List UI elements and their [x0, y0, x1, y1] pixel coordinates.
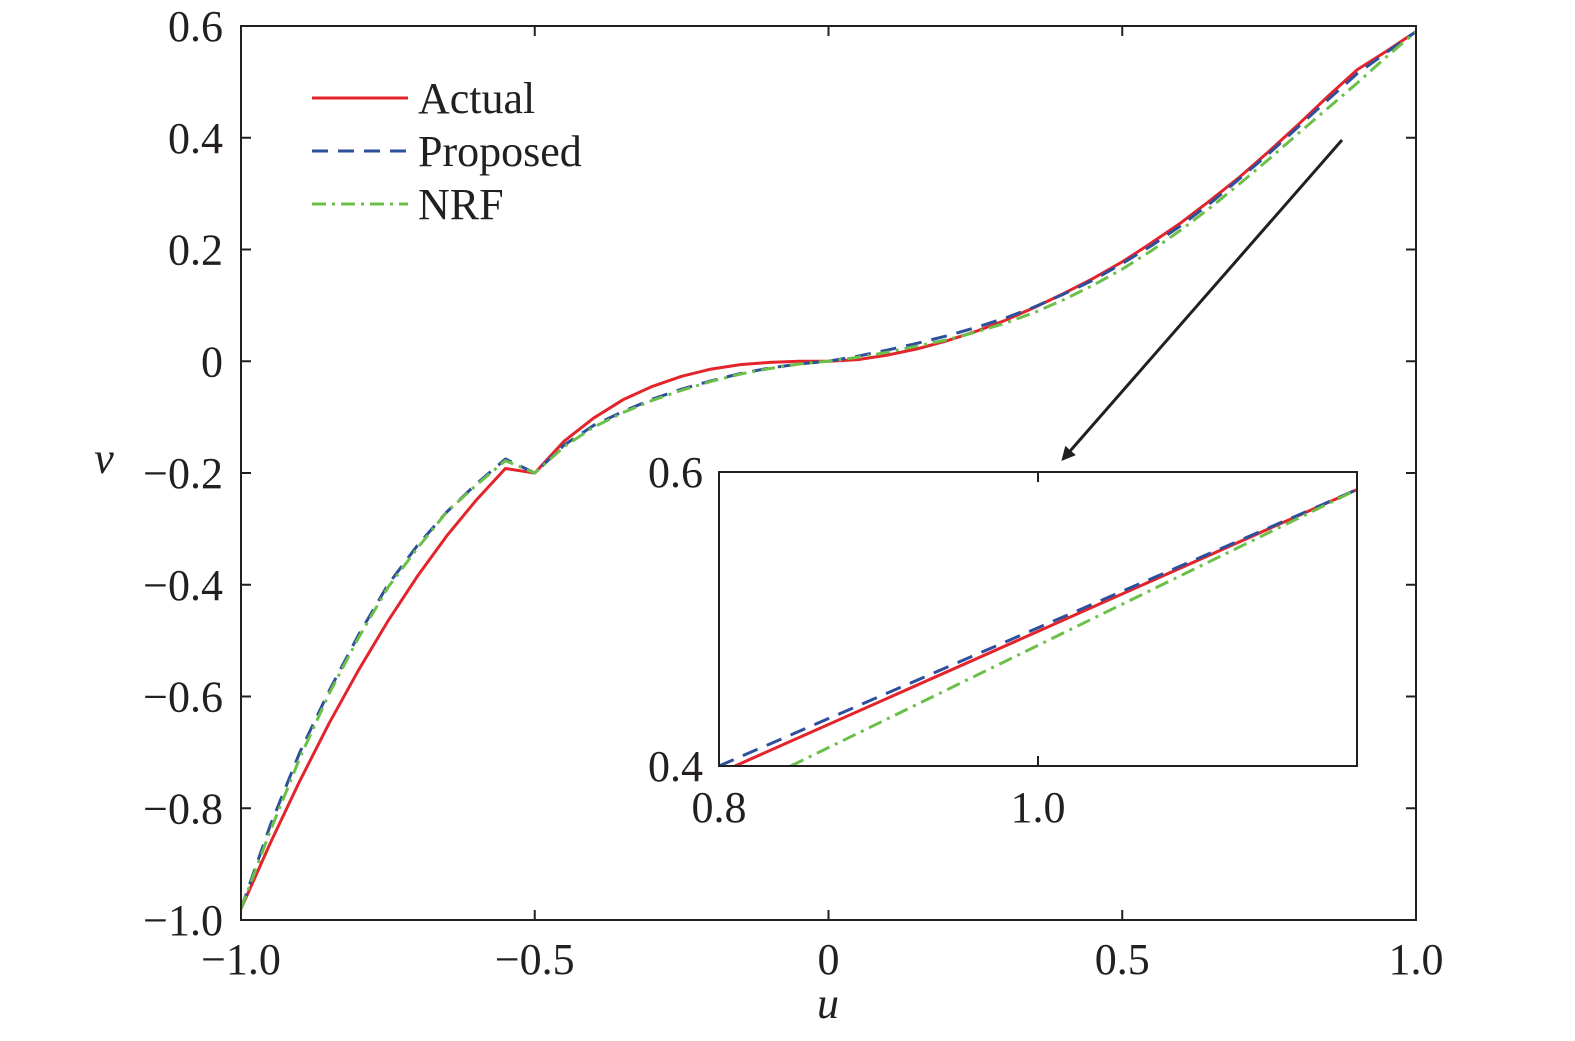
legend-label-actual: Actual [418, 74, 535, 123]
x-tick-label: 0.5 [1095, 935, 1150, 984]
y-tick-label: −0.6 [143, 673, 223, 722]
inset-x-tick-label: 1.0 [1011, 783, 1066, 832]
y-tick-label: −0.4 [143, 561, 223, 610]
inset-background [719, 472, 1357, 766]
y-tick-label: −0.8 [143, 784, 223, 833]
y-tick-label: 0 [201, 337, 223, 386]
x-axis-title: u [817, 979, 839, 1028]
x-tick-label: 0 [818, 935, 840, 984]
y-tick-label: 0.2 [168, 226, 223, 275]
legend-label-nrf: NRF [418, 180, 504, 229]
inset-y-tick-label: 0.6 [648, 448, 703, 497]
y-tick-label: −1.0 [143, 896, 223, 945]
zoom-arrow [1064, 140, 1342, 458]
y-tick-label: 0.4 [168, 114, 223, 163]
y-axis-title: v [94, 434, 114, 483]
inset-plot: 0.8 1.00.60.4 [648, 448, 1357, 832]
legend-label-proposed: Proposed [418, 127, 582, 176]
x-tick-label: 1.0 [1389, 935, 1444, 984]
inset-y-tick-label: 0.4 [648, 742, 703, 791]
x-tick-label: −0.5 [495, 935, 575, 984]
chart: −1.0 −0.5 0 0.5 1.0 0.6 0.4 0.2 0 −0.2 −0.4 −0.6 −0.… [0, 0, 1575, 1041]
y-tick-label: −0.2 [143, 449, 223, 498]
y-tick-label: 0.6 [168, 2, 223, 51]
